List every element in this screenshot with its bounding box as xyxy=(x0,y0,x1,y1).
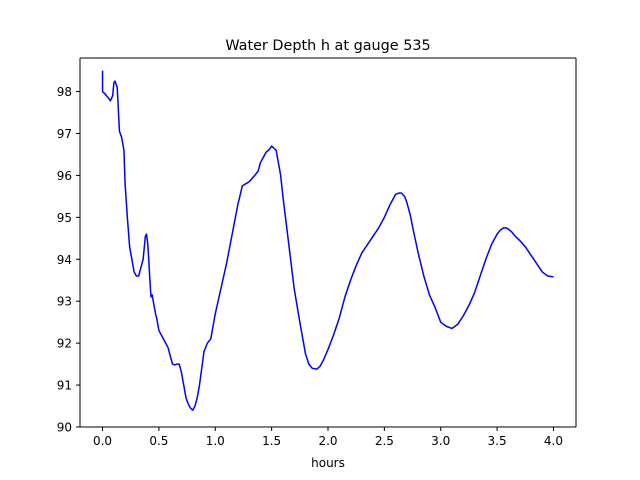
x-tick-label: 4.0 xyxy=(544,434,563,448)
y-tick-label: 90 xyxy=(57,421,72,435)
y-tick-label: 92 xyxy=(57,337,72,351)
x-axis-label: hours xyxy=(311,456,345,470)
x-tick-label: 0.0 xyxy=(93,434,112,448)
y-tick-label: 97 xyxy=(57,127,72,141)
x-axis-ticks: 0.0 0.5 1.0 1.5 2.0 2.5 3.0 3.5 4.0 xyxy=(93,427,563,448)
y-tick-label: 94 xyxy=(57,253,72,267)
y-tick-label: 95 xyxy=(57,211,72,225)
line-layer xyxy=(101,70,554,411)
y-tick-label: 91 xyxy=(57,379,72,393)
x-tick-label: 1.0 xyxy=(206,434,225,448)
y-axis-ticks: 90 91 92 93 94 95 96 97 98 xyxy=(57,85,80,435)
x-tick-label: 3.0 xyxy=(431,434,450,448)
x-tick-label: 2.0 xyxy=(318,434,337,448)
y-tick-label: 96 xyxy=(57,169,72,183)
x-tick-label: 1.5 xyxy=(262,434,281,448)
series-line-0 xyxy=(101,70,554,411)
y-tick-label: 93 xyxy=(57,295,72,309)
x-tick-label: 3.5 xyxy=(488,434,507,448)
chart-title: Water Depth h at gauge 535 xyxy=(225,38,430,54)
plot-area xyxy=(80,58,576,427)
x-tick-label: 2.5 xyxy=(375,434,394,448)
x-tick-label: 0.5 xyxy=(149,434,168,448)
y-tick-label: 98 xyxy=(57,85,72,99)
